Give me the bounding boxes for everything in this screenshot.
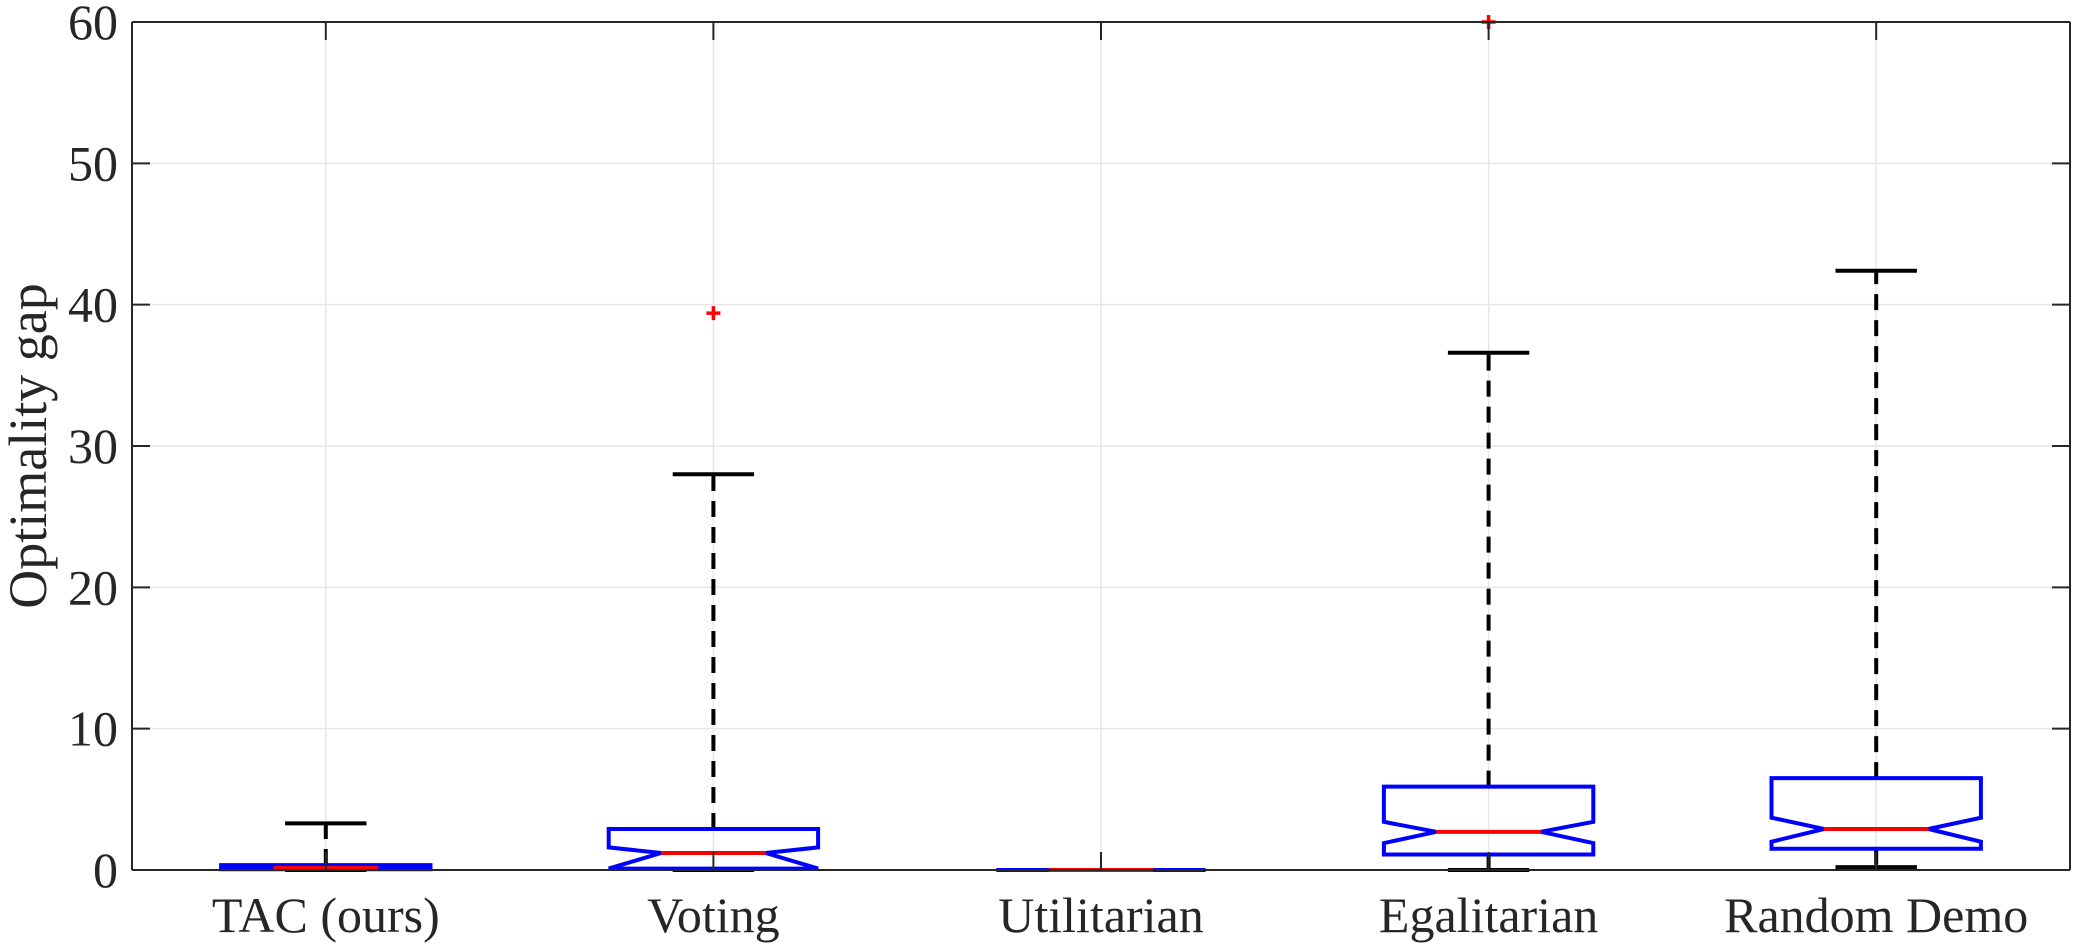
x-tick-label-1: Voting xyxy=(647,887,779,943)
box-random-demo xyxy=(1769,776,1983,851)
y-tick-label-4: 40 xyxy=(68,277,118,333)
x-tick-label-0: TAC (ours) xyxy=(212,887,440,943)
y-tick-label-0: 0 xyxy=(93,842,118,898)
y-tick-label-3: 30 xyxy=(68,418,118,474)
y-tick-label-2: 20 xyxy=(68,559,118,615)
x-tick-label-4: Random Demo xyxy=(1724,887,2028,943)
box-group-random-demo xyxy=(1769,268,1983,870)
x-tick-label-3: Egalitarian xyxy=(1379,887,1598,943)
box-egalitarian xyxy=(1381,784,1596,857)
y-tick-label-1: 10 xyxy=(68,701,118,757)
x-tick-label-2: Utilitarian xyxy=(998,887,1204,943)
grid-layer xyxy=(132,21,2070,871)
y-tick-label-6: 60 xyxy=(68,0,118,50)
label-layer: Optimality gap 0 10 20 30 40 50 60 TAC (ours) Vo… xyxy=(0,0,2028,943)
y-axis-title: Optimality gap xyxy=(0,283,58,608)
box-voting xyxy=(606,827,821,871)
axis-layer xyxy=(131,21,2071,871)
outlier-voting-0 xyxy=(706,306,721,321)
y-tick-label-5: 50 xyxy=(68,135,118,191)
